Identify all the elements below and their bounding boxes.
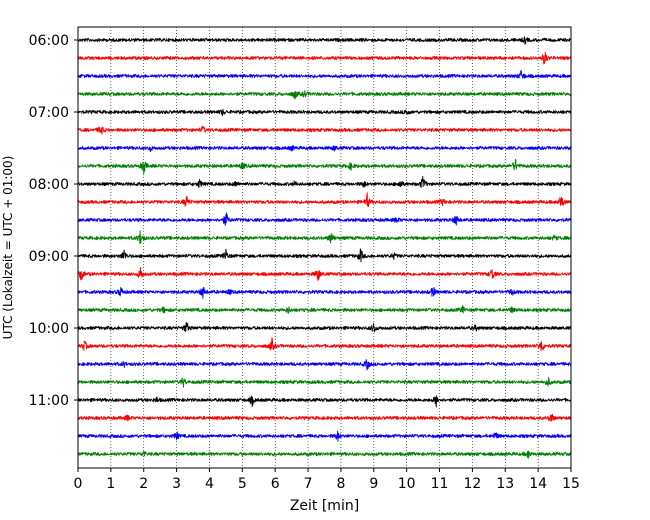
trace-line [77,51,572,65]
x-tick-label: 2 [139,476,148,492]
trace-line [77,69,572,79]
trace-line [77,337,572,352]
trace-line [77,90,572,100]
x-axis-label: Zeit [min] [290,498,359,514]
x-tick-label: 9 [369,476,378,492]
trace-line [77,36,572,45]
trace-line [77,230,572,244]
trace-line [77,192,572,207]
x-tick-label: 8 [336,476,345,492]
y-tick-label: 08:00 [29,177,69,193]
trace-line [77,430,572,442]
y-tick-label: 10:00 [29,321,69,337]
x-tick-label: 4 [205,476,214,492]
trace-line [77,145,572,153]
y-tick-label: 06:00 [29,33,69,49]
x-tick-label: 1 [106,476,115,492]
trace-line [77,125,572,135]
trace-line [77,376,572,388]
y-axis-label: UTC (Lokalzeit = UTC + 01:00) [1,156,15,340]
trace-line [77,286,572,299]
x-tick-label: 7 [304,476,313,492]
x-tick-label: 13 [496,476,514,492]
x-tick-label: 11 [431,476,449,492]
y-axis: 06:00 07:00 08:00 09:00 10:00 11:00 [29,33,78,409]
x-tick-label: 14 [529,476,547,492]
trace-line [77,158,572,175]
x-tick-label: 15 [562,476,580,492]
trace-line [77,305,572,314]
trace-line [77,175,572,188]
x-tick-label: 6 [271,476,280,492]
x-axis: 0 1 2 3 4 5 6 7 8 9 10 11 12 13 14 15 [74,468,580,492]
trace-line [77,450,572,459]
x-tick-label: 5 [238,476,247,492]
trace-line [77,413,572,422]
trace-line [77,212,572,226]
x-tick-label: 12 [463,476,481,492]
plot-area-frame [77,26,572,469]
trace-line [77,359,572,371]
trace-line [77,395,572,408]
trace-line [77,248,572,263]
y-tick-label: 11:00 [29,393,69,409]
trace-line [77,266,572,281]
x-tick-label: 3 [172,476,181,492]
x-tick-label: 0 [74,476,83,492]
seismic-traces [77,36,572,459]
y-tick-label: 07:00 [29,105,69,121]
trace-line [77,108,572,117]
x-tick-label: 10 [398,476,416,492]
y-tick-label: 09:00 [29,249,69,265]
trace-line [77,321,572,333]
